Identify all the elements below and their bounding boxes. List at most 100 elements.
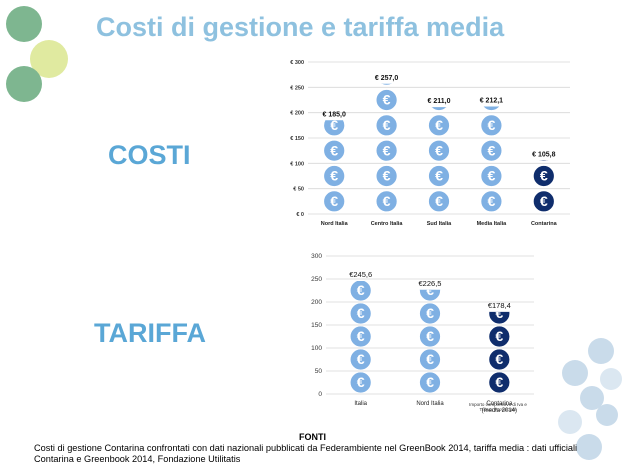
- euro-symbol: €: [487, 143, 495, 159]
- y-tick-label: € 50: [293, 187, 304, 193]
- y-tick-label: 300: [311, 253, 322, 260]
- coin-bar: € € € € €: [349, 281, 372, 394]
- euro-symbol: €: [383, 93, 391, 109]
- y-tick-label: € 100: [290, 161, 304, 167]
- coin-bar: € € € €: [488, 306, 511, 394]
- decor-circle-green-top: [6, 6, 42, 42]
- euro-symbol: €: [330, 169, 338, 185]
- y-tick-label: € 0: [296, 212, 304, 218]
- euro-symbol: €: [495, 329, 503, 345]
- euro-symbol: €: [540, 169, 548, 185]
- coin: [419, 325, 441, 348]
- tariffa-label: TARIFFA: [94, 318, 206, 348]
- coin: [480, 114, 503, 137]
- coin: [375, 165, 398, 187]
- coin: [375, 139, 398, 162]
- y-tick-label: € 300: [290, 60, 304, 66]
- euro-symbol: €: [330, 118, 338, 134]
- coin: [349, 348, 372, 371]
- coin: [419, 348, 441, 371]
- decor-circle-blue: [558, 410, 582, 434]
- euro-symbol: €: [383, 169, 391, 185]
- coin: [428, 165, 450, 187]
- category-label: Nord Italia: [416, 401, 444, 407]
- coin-bar: € € € €: [323, 118, 346, 213]
- coin: [349, 325, 372, 348]
- data-label: € 212,1: [480, 98, 503, 105]
- footer-title: FONTI: [299, 432, 326, 442]
- category-label: Italia: [354, 401, 367, 407]
- coin: [349, 302, 372, 325]
- decor-circle-blue: [588, 338, 614, 364]
- coin-bar: € € € € €: [480, 93, 503, 213]
- tariffa-chart: 0 50 100 150 200 250 300 € € € € € €245,6 Italia € € € € €…: [300, 246, 540, 424]
- y-tick-label: 250: [311, 276, 322, 283]
- category-label: Contarina: [531, 221, 558, 227]
- euro-symbol: €: [383, 194, 391, 210]
- category-label: Nord Italia: [321, 221, 349, 227]
- euro-symbol: €: [435, 93, 443, 109]
- coin-bar: €€€: [532, 160, 555, 213]
- euro-symbol: €: [357, 352, 365, 368]
- data-label: € 185,0: [323, 111, 346, 118]
- coin: [419, 302, 441, 325]
- data-label: €178,4: [488, 301, 511, 310]
- y-tick-label: € 200: [290, 111, 304, 117]
- euro-symbol: €: [330, 194, 338, 210]
- coin: [428, 190, 450, 213]
- coin: [349, 281, 372, 302]
- costi-chart-svg: € 0€ 50€ 100€ 150€ 200€ 250€ 300€€€€€ 18…: [290, 60, 570, 227]
- euro-symbol: €: [426, 375, 434, 391]
- decor-circle-blue: [596, 404, 618, 426]
- euro-symbol: €: [435, 143, 443, 159]
- euro-symbol: €: [487, 169, 495, 185]
- coin: [428, 114, 450, 137]
- coin: [419, 289, 441, 302]
- category-label: Media Italia: [477, 221, 508, 227]
- coin: [480, 165, 503, 187]
- coin: [349, 371, 372, 394]
- coin: [488, 325, 511, 348]
- coin: [375, 89, 398, 111]
- euro-symbol: €: [487, 93, 495, 109]
- footer-text: Costi di gestione Contarina confrontati …: [34, 443, 578, 464]
- coin-bar: €€€€€€: [375, 83, 398, 213]
- euro-symbol: €: [495, 352, 503, 368]
- coin: [323, 190, 346, 213]
- coin: [488, 348, 511, 371]
- euro-symbol: €: [383, 118, 391, 134]
- euro-symbol: €: [383, 143, 391, 159]
- data-label: € 257,0: [375, 75, 398, 82]
- coin: [428, 139, 450, 162]
- coin: [375, 190, 398, 213]
- coin: [375, 114, 398, 137]
- coin: [430, 107, 448, 111]
- costi-label: COSTI: [108, 140, 191, 170]
- y-tick-label: € 250: [290, 85, 304, 91]
- tariffa-chart-svg: 050100150200250300€€€€€€245,6Italia€€€€€…: [311, 253, 534, 414]
- page-title: Costi di gestione e tariffa media: [96, 12, 505, 42]
- euro-symbol: €: [357, 283, 365, 299]
- data-label: €245,6: [349, 270, 372, 279]
- coin: [488, 371, 511, 394]
- decor-circle-blue: [562, 360, 588, 386]
- tariffa-annotation: Importo comprensivo di Iva e Tributo Pro…: [469, 402, 527, 412]
- category-label: Sud Italia: [427, 221, 452, 227]
- coin: [482, 106, 501, 111]
- decor-circle-blue: [576, 434, 602, 460]
- category-label: Centro Italia: [371, 221, 404, 227]
- coin: [323, 139, 346, 162]
- y-tick-label: 200: [311, 299, 322, 306]
- coin: [323, 165, 346, 187]
- coin: [480, 190, 503, 213]
- coin: [532, 190, 555, 213]
- euro-symbol: €: [435, 169, 443, 185]
- coin: [380, 83, 393, 86]
- euro-symbol: €: [426, 283, 434, 299]
- euro-symbol: €: [426, 329, 434, 345]
- euro-symbol: €: [495, 306, 503, 322]
- y-tick-label: 50: [315, 368, 323, 375]
- coin: [488, 311, 511, 325]
- coin: [480, 139, 503, 162]
- euro-symbol: €: [540, 194, 548, 210]
